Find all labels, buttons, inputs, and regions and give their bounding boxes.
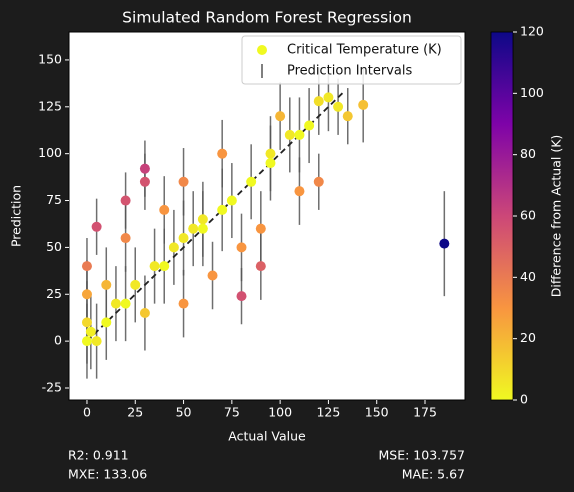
point — [159, 261, 170, 272]
x-tick-label: 125 — [316, 405, 340, 420]
point — [85, 326, 96, 337]
y-tick-label: 125 — [38, 98, 62, 113]
y-tick-label: 75 — [46, 192, 62, 207]
point — [139, 308, 150, 319]
colorbar — [491, 32, 513, 400]
point — [139, 176, 150, 187]
point — [265, 148, 276, 159]
point — [197, 214, 208, 225]
point — [255, 261, 266, 272]
colorbar-tick-label: 100 — [520, 85, 544, 100]
point — [81, 336, 92, 347]
point — [217, 148, 228, 159]
point — [91, 336, 102, 347]
point — [246, 176, 257, 187]
x-tick-label: 150 — [365, 405, 389, 420]
colorbar-tick-label: 0 — [520, 392, 528, 407]
point — [130, 279, 141, 290]
colorbar-tick-label: 20 — [520, 330, 536, 345]
point — [101, 279, 112, 290]
legend-marker — [257, 45, 267, 55]
point — [168, 242, 179, 253]
point — [81, 289, 92, 300]
annotation: R2: 0.911 — [68, 448, 129, 463]
colorbar-label: Difference from Actual (K) — [549, 135, 564, 298]
point — [333, 101, 344, 112]
point — [294, 186, 305, 197]
x-tick-label: 75 — [224, 405, 240, 420]
point — [275, 111, 286, 122]
point — [149, 261, 160, 272]
point — [265, 158, 276, 169]
point — [188, 223, 199, 234]
colorbar-tick-label: 60 — [520, 208, 536, 223]
colorbar-tick-label: 40 — [520, 269, 536, 284]
point — [323, 92, 334, 103]
point — [91, 221, 102, 232]
y-tick-label: 150 — [38, 51, 62, 66]
point — [226, 195, 237, 206]
legend-box — [241, 35, 462, 85]
point — [178, 176, 189, 187]
point — [358, 99, 369, 110]
y-tick-label: 25 — [46, 286, 62, 301]
point — [217, 204, 228, 215]
point — [439, 238, 450, 249]
plot-frame — [68, 31, 466, 401]
point — [236, 242, 247, 253]
point — [81, 317, 92, 328]
point — [294, 129, 305, 140]
y-tick-label: 50 — [46, 239, 62, 254]
y-tick-label: 100 — [38, 145, 62, 160]
point — [342, 111, 353, 122]
point — [139, 163, 150, 174]
point — [236, 291, 247, 302]
y-tick-label: 0 — [54, 333, 62, 348]
chart-title: Simulated Random Forest Regression — [122, 9, 412, 27]
colorbar-tick-label: 80 — [520, 146, 536, 161]
point — [284, 129, 295, 140]
legend-label: Critical Temperature (K) — [287, 43, 442, 58]
point — [207, 270, 218, 281]
point — [304, 120, 315, 131]
x-tick-label: 50 — [176, 405, 192, 420]
point — [178, 233, 189, 244]
y-axis-label: Prediction — [9, 185, 24, 247]
point — [101, 317, 112, 328]
point — [120, 298, 131, 309]
annotation: MSE: 103.757 — [379, 448, 466, 463]
annotation: MXE: 133.06 — [68, 467, 147, 482]
x-axis-label: Actual Value — [228, 429, 306, 444]
y-tick-label: -25 — [42, 380, 62, 395]
x-tick-label: 175 — [413, 405, 437, 420]
point — [159, 204, 170, 215]
marks — [81, 63, 450, 379]
point — [313, 96, 324, 107]
point — [255, 223, 266, 234]
x-tick-label: 0 — [83, 405, 91, 420]
point — [81, 261, 92, 272]
point — [313, 176, 324, 187]
point — [110, 298, 121, 309]
point — [120, 195, 131, 206]
point — [197, 223, 208, 234]
annotation: MAE: 5.67 — [402, 467, 465, 482]
x-tick-label: 100 — [268, 405, 292, 420]
legend-label: Prediction Intervals — [287, 64, 412, 79]
point — [120, 233, 131, 244]
colorbar-tick-label: 120 — [520, 24, 544, 39]
plot-area — [69, 32, 465, 400]
point — [178, 298, 189, 309]
x-tick-label: 25 — [127, 405, 143, 420]
